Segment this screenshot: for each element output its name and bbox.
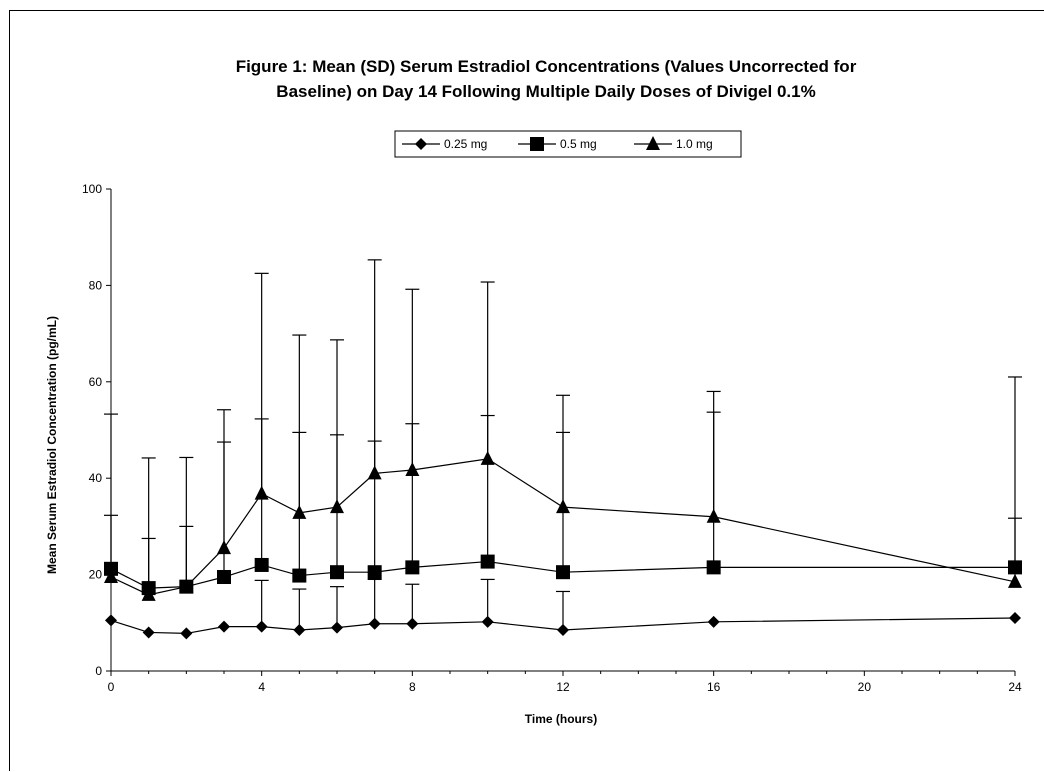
legend: 0.25 mg 0.5 mg 1.0 mg: [394, 130, 742, 158]
x-tick-label: 4: [258, 680, 265, 694]
data-point-0-5-mg: [556, 565, 570, 580]
legend-label-1-0-mg: 1.0 mg: [676, 137, 713, 151]
y-tick-label: 20: [89, 568, 103, 582]
data-point-0-5-mg: [706, 560, 721, 575]
data-point-1-0-mg: [217, 540, 231, 555]
legend-marker-0-25-mg: [415, 138, 427, 150]
legend-label-0-25-mg: 0.25 mg: [444, 137, 487, 151]
data-point-0-25-mg: [557, 624, 569, 637]
y-tick-label: 40: [89, 471, 103, 485]
x-tick-label: 16: [707, 680, 721, 694]
x-tick-label: 24: [1008, 680, 1022, 694]
x-tick-label: 8: [409, 680, 416, 694]
data-point-0-5-mg: [217, 570, 231, 585]
data-point-0-5-mg: [367, 565, 382, 580]
estradiol-chart: Figure 1: Mean (SD) Serum Estradiol Conc…: [45, 57, 1022, 726]
data-point-1-0-mg: [292, 504, 307, 519]
data-point-0-25-mg: [255, 620, 268, 633]
chart-title-line-2: Baseline) on Day 14 Following Multiple D…: [276, 82, 815, 101]
data-point-0-5-mg: [480, 554, 495, 569]
data-point-1-0-mg: [480, 450, 495, 465]
data-point-1-0-mg: [367, 465, 382, 480]
data-point-0-25-mg: [406, 617, 419, 630]
data-point-1-0-mg: [706, 508, 721, 523]
data-point-1-0-mg: [330, 499, 344, 514]
data-point-0-5-mg: [1008, 560, 1022, 575]
chart-title-line-1: Figure 1: Mean (SD) Serum Estradiol Conc…: [236, 57, 857, 76]
data-point-0-5-mg: [254, 557, 269, 572]
data-point-1-0-mg: [254, 485, 269, 500]
y-axis-title: Mean Serum Estradiol Concentration (pg/m…: [45, 316, 59, 574]
x-axis-title: Time (hours): [525, 712, 597, 726]
data-point-0-25-mg: [481, 615, 494, 628]
data-point-1-0-mg: [1008, 573, 1022, 588]
legend-marker-0-5-mg: [530, 137, 544, 151]
axes: 0 20 40 60 80 100 0 4 8 12 16 20 24: [82, 182, 1022, 694]
data-point-0-25-mg: [105, 614, 117, 627]
legend-label-0-5-mg: 0.5 mg: [560, 137, 597, 151]
data-point-0-25-mg: [142, 626, 155, 639]
x-tick-label: 12: [556, 680, 570, 694]
data-point-1-0-mg: [556, 499, 570, 514]
y-tick-label: 60: [89, 375, 103, 389]
data-point-0-5-mg: [104, 561, 118, 576]
data-point-0-25-mg: [180, 627, 193, 640]
data-point-0-25-mg: [368, 617, 381, 630]
data-point-1-0-mg: [405, 462, 420, 477]
data-point-0-5-mg: [405, 560, 420, 575]
data-point-0-5-mg: [292, 568, 307, 583]
data-point-0-5-mg: [330, 565, 344, 580]
data-point-1-0-mg: [141, 586, 156, 601]
data-point-1-0-mg: [104, 569, 118, 584]
chart-frame: Figure 1: Mean (SD) Serum Estradiol Conc…: [9, 10, 1044, 771]
data-point-0-25-mg: [707, 615, 720, 628]
x-tick-label: 0: [108, 680, 115, 694]
legend-marker-1-0-mg: [646, 136, 660, 150]
x-tick-label: 20: [858, 680, 872, 694]
data-point-0-25-mg: [1009, 611, 1021, 624]
y-tick-label: 0: [95, 664, 102, 678]
error-bars: [104, 259, 1022, 631]
legend-box: [394, 130, 742, 158]
y-tick-label: 100: [82, 182, 102, 196]
data-point-1-0-mg: [179, 578, 194, 593]
data-point-0-25-mg: [293, 624, 306, 637]
y-tick-label: 80: [89, 278, 103, 292]
data-point-0-25-mg: [331, 621, 343, 634]
data-point-0-25-mg: [218, 620, 230, 633]
